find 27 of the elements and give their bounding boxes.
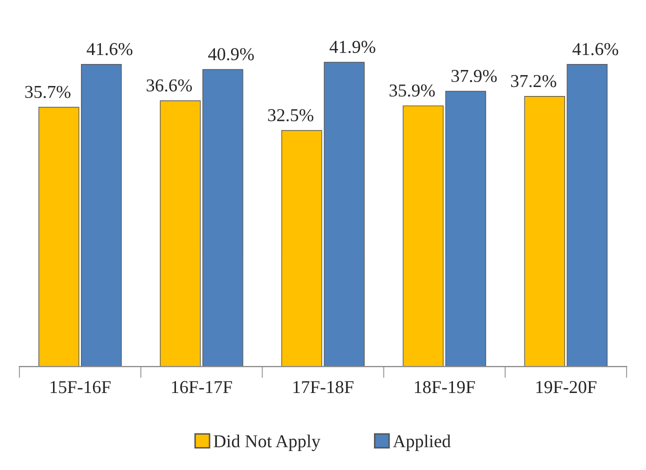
data-label: 32.5% [268, 109, 314, 122]
data-label: 35.7% [25, 86, 70, 98]
data-label: 35.9% [390, 84, 435, 97]
bar [38, 106, 80, 367]
x-tick-label: 17F-18F [293, 381, 354, 394]
x-tick-label: 15F-16F [50, 381, 111, 394]
x-tick-label: 19F-20F [536, 381, 596, 394]
data-label: 41.6% [86, 42, 132, 56]
data-label: 41.9% [330, 40, 376, 54]
bar [566, 64, 608, 367]
bar [524, 96, 566, 367]
data-label: 37.9% [452, 70, 497, 82]
x-tick-label: 18F-19F [414, 381, 475, 394]
data-label: 41.6% [572, 42, 618, 56]
data-label: 36.6% [146, 79, 192, 92]
bar [202, 69, 244, 367]
legend-label: Did Not Apply [214, 434, 320, 452]
bar [160, 100, 201, 367]
bar [402, 105, 444, 367]
data-label: 40.9% [208, 48, 254, 60]
data-label: 37.2% [511, 74, 556, 88]
bar [324, 62, 365, 367]
bar [445, 90, 486, 367]
bar [281, 130, 322, 367]
x-tick-label: 16F-17F [172, 381, 232, 394]
legend-label: Applied [392, 434, 451, 452]
bar [80, 64, 122, 367]
